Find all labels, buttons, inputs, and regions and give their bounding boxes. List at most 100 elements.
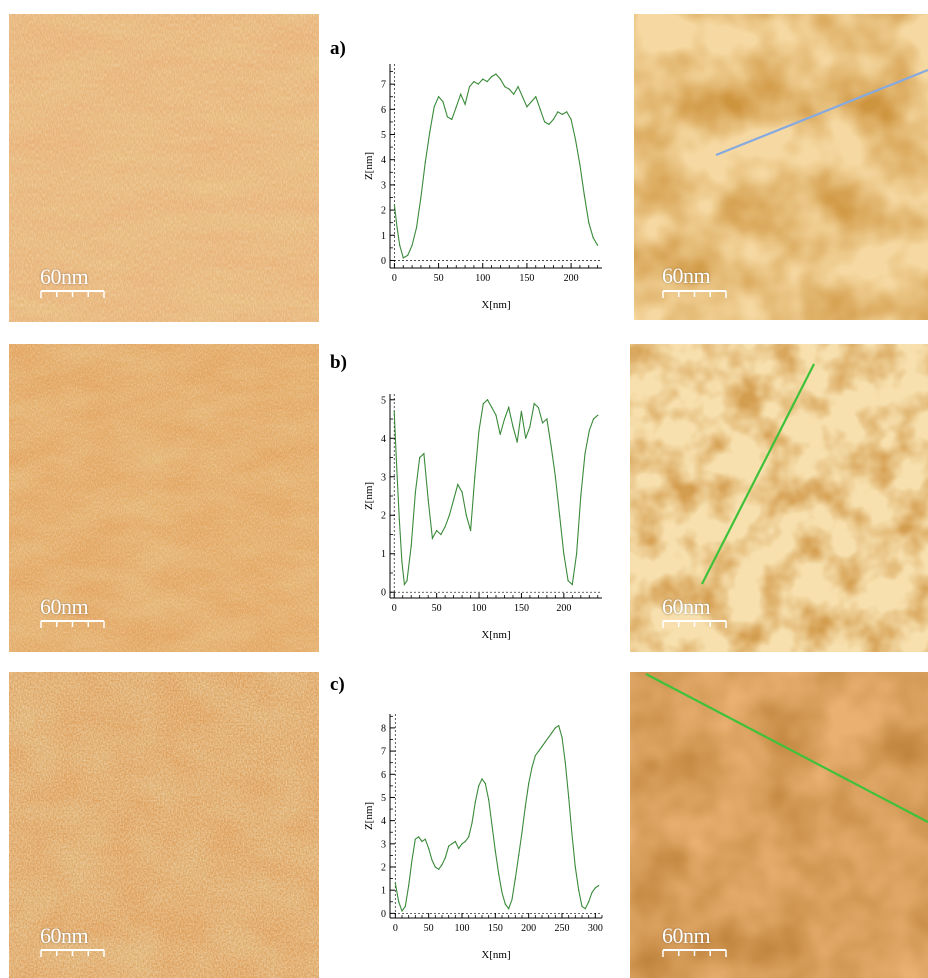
profile-point — [482, 78, 484, 80]
profile-point — [441, 864, 443, 866]
y-axis-label: Z[nm] — [363, 152, 375, 180]
x-tick-label: 150 — [519, 273, 534, 284]
y-tick-label: 7 — [381, 80, 386, 91]
profile-point — [415, 227, 418, 229]
profile-point — [499, 78, 502, 80]
scale-bar-label: 60nm — [40, 264, 89, 289]
profile-point — [457, 483, 459, 486]
profile-point — [420, 196, 422, 199]
profile-point — [544, 741, 546, 743]
profile-point — [436, 530, 438, 532]
profile-point — [434, 866, 436, 868]
profile-point — [511, 898, 513, 901]
y-tick-label: 2 — [381, 863, 386, 874]
profile-point — [486, 81, 488, 83]
profile-point — [478, 785, 480, 787]
profile-point — [471, 822, 473, 824]
profile-point — [451, 118, 453, 121]
profile-point — [399, 244, 401, 246]
profile-point — [478, 429, 480, 432]
x-axis-label: X[nm] — [481, 949, 510, 961]
profile-line — [645, 673, 928, 823]
y-tick-label: 7 — [381, 747, 386, 758]
afm-zoom-image-a — [634, 14, 928, 320]
profile-point — [559, 514, 561, 516]
profile-point — [484, 782, 486, 785]
profile-point — [411, 859, 413, 861]
profile-point — [592, 418, 595, 420]
profile-point — [508, 908, 510, 910]
profile-point — [568, 796, 570, 799]
profile-line — [715, 68, 928, 157]
profile-point — [588, 429, 590, 432]
profile-point — [455, 106, 457, 108]
profile-point — [444, 526, 446, 528]
x-tick-label: 100 — [475, 273, 490, 284]
x-tick-label: 200 — [556, 603, 571, 614]
profile-point — [597, 414, 599, 416]
scale-bar — [662, 620, 727, 628]
y-tick-label: 4 — [381, 816, 386, 827]
profile-point — [550, 445, 552, 447]
profile-point — [525, 437, 527, 439]
y-tick-label: 6 — [381, 770, 386, 781]
scale-bar — [40, 290, 105, 298]
profile-point — [396, 468, 398, 470]
profile-point — [554, 476, 556, 478]
profile-point — [561, 113, 563, 115]
y-tick-label: 1 — [381, 549, 386, 560]
profile-point — [464, 103, 466, 105]
scale-bar-label: 60nm — [662, 923, 711, 948]
profile-point — [418, 836, 420, 838]
profile-point — [464, 840, 466, 843]
y-tick-label: 3 — [381, 180, 386, 191]
height-profile-chart-a: 0 1 2 3 4 5 6 7 0 50 100 150 200 X[nm] Z[nm] — [363, 64, 602, 311]
profile-point — [404, 905, 406, 908]
x-tick-label: 0 — [393, 923, 398, 934]
afm-zoom-image-b — [630, 344, 928, 652]
x-tick-label: 50 — [434, 273, 444, 284]
profile-point — [508, 406, 510, 409]
scale-bar — [40, 620, 105, 628]
profile-point — [594, 887, 596, 889]
profile-point — [526, 106, 528, 108]
profile-point — [403, 583, 406, 586]
scale-bar-label: 60nm — [662, 263, 711, 288]
profile-point — [451, 843, 453, 845]
y-tick-label: 0 — [381, 588, 386, 599]
profile-point — [548, 123, 550, 126]
profile-point — [546, 418, 548, 420]
profile-point — [518, 854, 520, 857]
profile-point — [537, 406, 539, 409]
y-tick-label: 1 — [381, 886, 386, 897]
profile-point — [444, 857, 446, 859]
x-tick-label: 150 — [514, 603, 529, 614]
profile-point — [513, 93, 515, 95]
y-tick-label: 0 — [381, 909, 386, 920]
profile-point — [563, 553, 565, 555]
profile-point — [501, 891, 503, 894]
profile-point — [461, 491, 463, 493]
profile-point — [495, 73, 497, 75]
y-tick-label: 4 — [381, 155, 386, 166]
profile-point — [410, 545, 412, 547]
scale-bar-label: 60nm — [662, 594, 711, 619]
profile-point — [558, 724, 560, 727]
scale-bar — [662, 290, 727, 298]
profile-point — [437, 96, 440, 98]
profile-point — [570, 118, 572, 121]
height-profile-line — [393, 73, 599, 259]
profile-point — [557, 111, 559, 113]
profile-point — [407, 254, 409, 257]
y-tick-label: 5 — [381, 130, 386, 141]
profile-point — [574, 866, 576, 868]
profile-point — [508, 88, 510, 90]
profile-point — [431, 859, 433, 861]
profile-point — [520, 410, 523, 412]
profile-point — [446, 116, 449, 118]
profile-point — [482, 403, 484, 405]
x-tick-label: 100 — [455, 923, 470, 934]
scale-bar — [40, 949, 105, 957]
profile-point — [429, 131, 431, 133]
